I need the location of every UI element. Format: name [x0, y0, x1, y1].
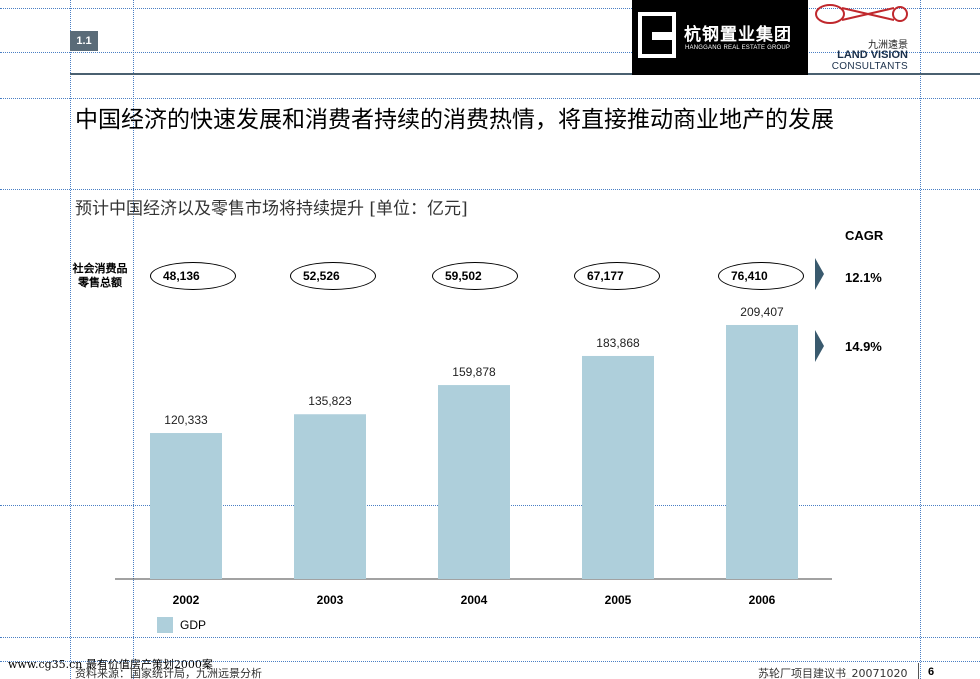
footer-watermark: www.cg35.cn 最有价值房产策划2000案 — [8, 658, 213, 671]
retail-value-oval: 67,177 — [574, 262, 660, 290]
bar-gdp-2005 — [582, 355, 654, 579]
legend-label: GDP — [180, 618, 207, 632]
guide-line — [133, 0, 134, 679]
guide-line — [0, 661, 980, 662]
cagr-gdp: 14.9% — [845, 339, 882, 354]
data-label: 209,407 — [740, 305, 784, 319]
retail-value-oval: 52,526 — [290, 262, 376, 290]
x-tick-label: 2004 — [461, 593, 488, 607]
retail-value-oval: 76,410 — [718, 262, 804, 290]
data-label: 135,823 — [308, 394, 352, 408]
legend-swatch — [157, 617, 173, 633]
hanggang-mark-icon — [638, 12, 676, 58]
x-tick-label: 2005 — [605, 593, 632, 607]
page-title: 中国经济的快速发展和消费者持续的消费热情，将直接推动商业地产的发展 — [75, 107, 834, 133]
header-rule — [70, 73, 980, 75]
cagr-header: CAGR — [845, 228, 884, 243]
guide-line — [0, 98, 980, 99]
guide-line — [920, 0, 921, 679]
data-label: 183,868 — [596, 336, 640, 350]
hanggang-logo-en: HANGGANG REAL ESTATE GROUP — [685, 45, 791, 51]
hanggang-logo-cn: 杭钢置业集团 — [684, 25, 792, 45]
bar-gdp-2004 — [438, 385, 510, 579]
page-number: 6 — [928, 666, 935, 678]
guide-line — [0, 637, 980, 638]
page-subtitle: 预计中国经济以及零售市场将持续提升 [单位：亿元] — [75, 199, 468, 219]
retail-value-oval: 48,136 — [150, 262, 236, 290]
x-tick-label: 2003 — [317, 593, 344, 607]
footer-source: 资料来源：国家统计局，九洲远景分析 — [75, 667, 262, 679]
x-tick-label: 2006 — [749, 593, 776, 607]
land-vision-mark-icon — [815, 4, 908, 24]
retail-label-line1: 社会消费品 — [72, 262, 128, 275]
footer-separator — [918, 663, 919, 679]
hanggang-logo: 杭钢置业集团 HANGGANG REAL ESTATE GROUP — [632, 0, 808, 75]
land-vision-logo: 九洲遠景 LAND VISION CONSULTANTS — [812, 0, 912, 75]
x-tick-label: 2002 — [173, 593, 200, 607]
land-vision-logo-en: LAND VISION — [837, 49, 908, 61]
land-vision-logo-sub: CONSULTANTS — [831, 61, 908, 72]
guide-line — [0, 8, 980, 9]
gdp-arrow-icon — [815, 330, 824, 362]
data-label: 159,878 — [452, 365, 496, 379]
cagr-retail: 12.1% — [845, 270, 882, 285]
guide-line — [0, 189, 980, 190]
data-label: 120,333 — [164, 413, 208, 427]
land-vision-logo-cn: 九洲遠景 — [868, 40, 908, 51]
retail-arrow-icon — [815, 258, 824, 290]
footer-doc-name: 苏轮厂项目建议书_20071020 — [758, 667, 908, 679]
section-badge: 1.1 — [70, 31, 98, 51]
bar-gdp-2003 — [294, 414, 366, 579]
bar-gdp-2006 — [726, 324, 798, 579]
retail-label-line2: 零售总额 — [78, 276, 122, 289]
guide-line — [70, 0, 71, 679]
retail-row-label: 社会消费品 零售总额 — [60, 262, 140, 290]
bar-gdp-2002 — [150, 433, 222, 579]
retail-value-oval: 59,502 — [432, 262, 518, 290]
guide-line — [0, 52, 980, 53]
